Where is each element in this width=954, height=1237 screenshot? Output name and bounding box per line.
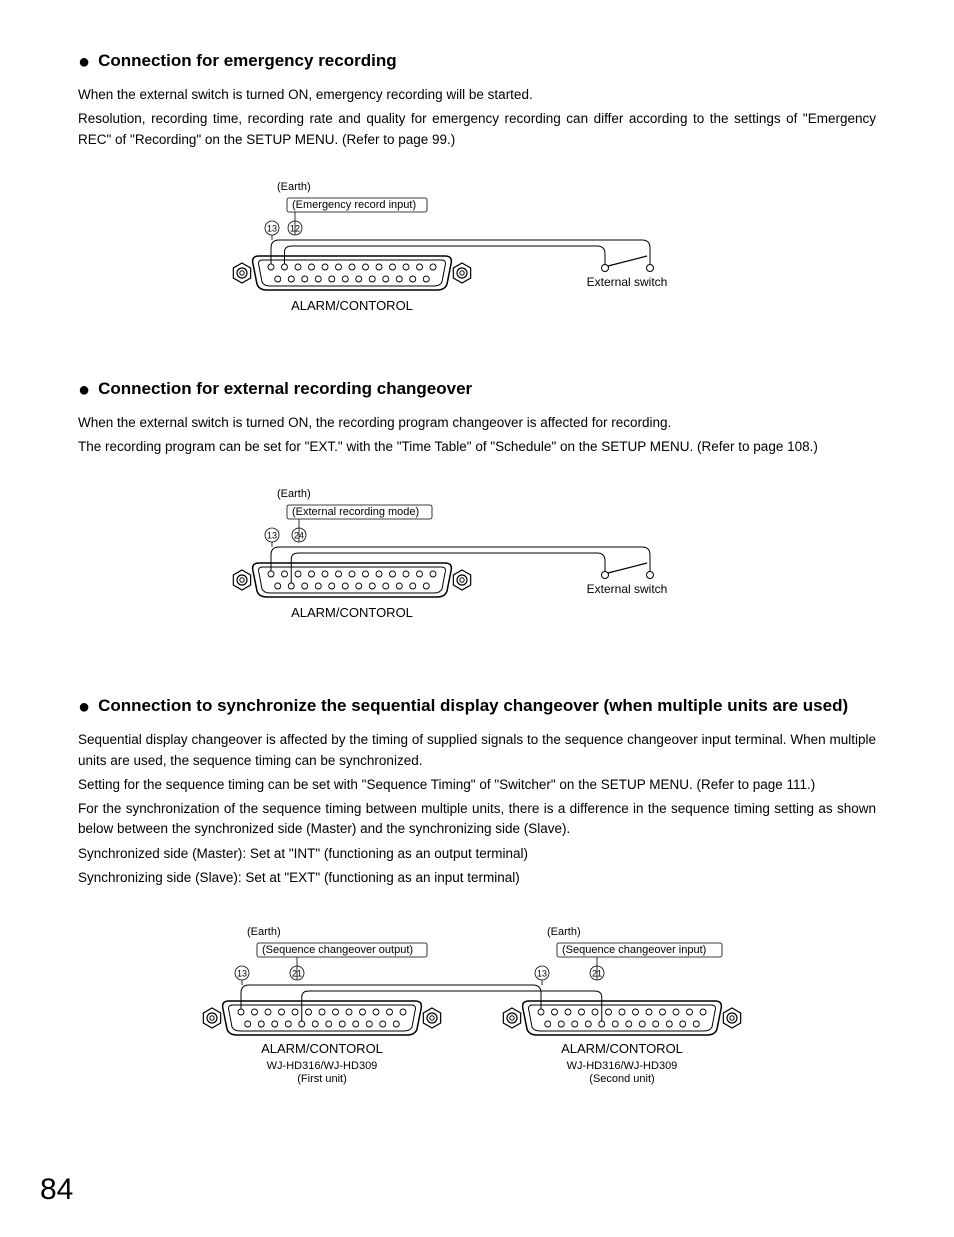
para-2-1: The recording program can be set for "EX…	[78, 437, 876, 457]
pins-bottom-row	[275, 583, 430, 589]
svg-text:13: 13	[267, 223, 277, 233]
page-number: 84	[40, 1173, 73, 1207]
signal-label: (External recording mode)	[292, 506, 419, 518]
diagram-2: (Earth) (External recording mode) 13 24	[78, 485, 876, 645]
switch-label: External switch	[587, 582, 668, 596]
external-switch	[602, 256, 654, 272]
connector-diagram-1: (Earth) (Emergency record input) 13 12	[227, 178, 727, 338]
diagram-1: (Earth) (Emergency record input) 13 12	[78, 178, 876, 338]
db25-connector	[233, 563, 470, 597]
bullet-icon: ●	[78, 52, 90, 72]
external-switch	[602, 563, 654, 579]
para-1-0: When the external switch is turned ON, e…	[78, 85, 876, 105]
earth-label: (Earth)	[277, 488, 311, 500]
connector-label: ALARM/CONTOROL	[291, 298, 413, 313]
heading-text-2: Connection for external recording change…	[98, 379, 472, 399]
section-external-changeover: ● Connection for external recording chan…	[78, 378, 876, 646]
svg-text:ALARM/CONTOROL: ALARM/CONTOROL	[261, 1041, 383, 1056]
svg-text:(First unit): (First unit)	[297, 1073, 347, 1085]
svg-text:(Second unit): (Second unit)	[589, 1073, 654, 1085]
bullet-icon: ●	[78, 380, 90, 400]
pin-earth-callout: 13	[265, 221, 279, 235]
right-unit: (Earth) (Sequence changeover input) 13 2…	[503, 926, 740, 1085]
connector-diagram-pair: (Earth) (Sequence changeover output) 13 …	[197, 923, 757, 1103]
connector-diagram-2: (Earth) (External recording mode) 13 24	[227, 485, 727, 645]
svg-text:(Earth): (Earth)	[247, 926, 281, 938]
pins-bottom-row	[275, 276, 430, 282]
heading-3: ● Connection to synchronize the sequenti…	[78, 695, 876, 716]
svg-text:13: 13	[537, 969, 547, 979]
svg-text:13: 13	[237, 969, 247, 979]
para-1-1: Resolution, recording time, recording ra…	[78, 109, 876, 150]
svg-text:WJ-HD316/WJ-HD309: WJ-HD316/WJ-HD309	[267, 1060, 378, 1072]
db25-connector	[233, 256, 470, 290]
svg-text:(Sequence changeover input): (Sequence changeover input)	[562, 944, 706, 956]
svg-text:(Earth): (Earth)	[547, 926, 581, 938]
pins-top-row	[268, 571, 436, 577]
para-2-0: When the external switch is turned ON, t…	[78, 413, 876, 433]
section-synchronize: ● Connection to synchronize the sequenti…	[78, 695, 876, 1103]
para-3-2: For the synchronization of the sequence …	[78, 799, 876, 840]
earth-label: (Earth)	[277, 181, 311, 193]
heading-1: ● Connection for emergency recording	[78, 50, 876, 71]
heading-text-3: Connection to synchronize the sequential…	[98, 696, 848, 716]
signal-label: (Emergency record input)	[292, 199, 416, 211]
svg-text:13: 13	[267, 531, 277, 541]
para-3-4: Synchronizing side (Slave): Set at "EXT"…	[78, 868, 876, 888]
bullet-icon: ●	[78, 697, 90, 717]
svg-text:ALARM/CONTOROL: ALARM/CONTOROL	[561, 1041, 683, 1056]
svg-text:WJ-HD316/WJ-HD309: WJ-HD316/WJ-HD309	[567, 1060, 678, 1072]
heading-2: ● Connection for external recording chan…	[78, 378, 876, 399]
left-unit: (Earth) (Sequence changeover output) 13 …	[203, 926, 440, 1085]
para-3-0: Sequential display changeover is affecte…	[78, 730, 876, 771]
para-3-3: Synchronized side (Master): Set at "INT"…	[78, 844, 876, 864]
switch-label: External switch	[587, 275, 668, 289]
pin-earth-callout: 13	[265, 528, 279, 542]
section-emergency-recording: ● Connection for emergency recording Whe…	[78, 50, 876, 338]
para-3-1: Setting for the sequence timing can be s…	[78, 775, 876, 795]
svg-text:(Sequence changeover output): (Sequence changeover output)	[262, 944, 413, 956]
diagram-3: (Earth) (Sequence changeover output) 13 …	[78, 923, 876, 1103]
pins-top-row	[268, 264, 436, 270]
heading-text-1: Connection for emergency recording	[98, 51, 397, 71]
connector-label: ALARM/CONTOROL	[291, 605, 413, 620]
